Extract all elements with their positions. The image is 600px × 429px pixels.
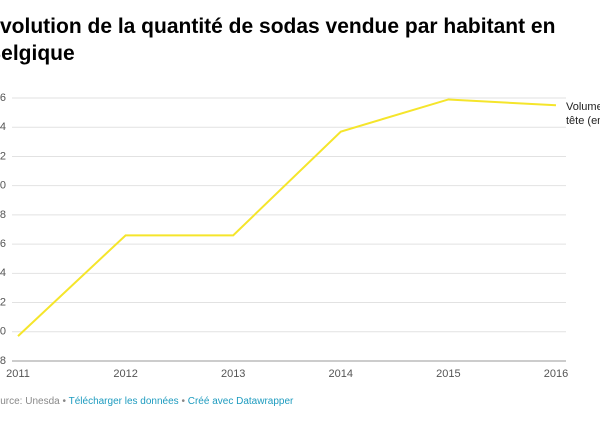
x-tick-label: 2014 [329,368,353,380]
y-tick-label: 48 [0,209,6,221]
y-tick-label: 40 [0,326,6,338]
y-tick-label: 46 [0,238,6,250]
download-link[interactable]: Télécharger les données [68,396,179,407]
x-tick-label: 2012 [113,368,137,380]
source: Source: Unesda [0,396,60,407]
credit-link[interactable]: Créé avec Datawrapper [187,396,294,407]
chart-title: Évolution de la quantité de sodas vendue… [0,15,556,65]
line [17,98,557,337]
y-tick-label: 54 [0,121,6,133]
footer: Source: Unesda • Télécharger les données… [0,396,293,407]
x-tick-label: 2011 [6,368,30,380]
y-tick-label: 56 [0,92,6,104]
y-tick-label: 38 [0,355,6,367]
x-tick-label: 2013 [221,368,245,380]
y-tick-label: 42 [0,296,6,308]
y-tick-label: 44 [0,267,6,279]
x-tick-label: 2016 [544,368,568,380]
series-label: Volume par tête (en L) [566,101,600,127]
x-tick-label: 2015 [436,368,460,380]
y-tick-label: 50 [0,180,6,192]
y-tick-label: 52 [0,150,6,162]
